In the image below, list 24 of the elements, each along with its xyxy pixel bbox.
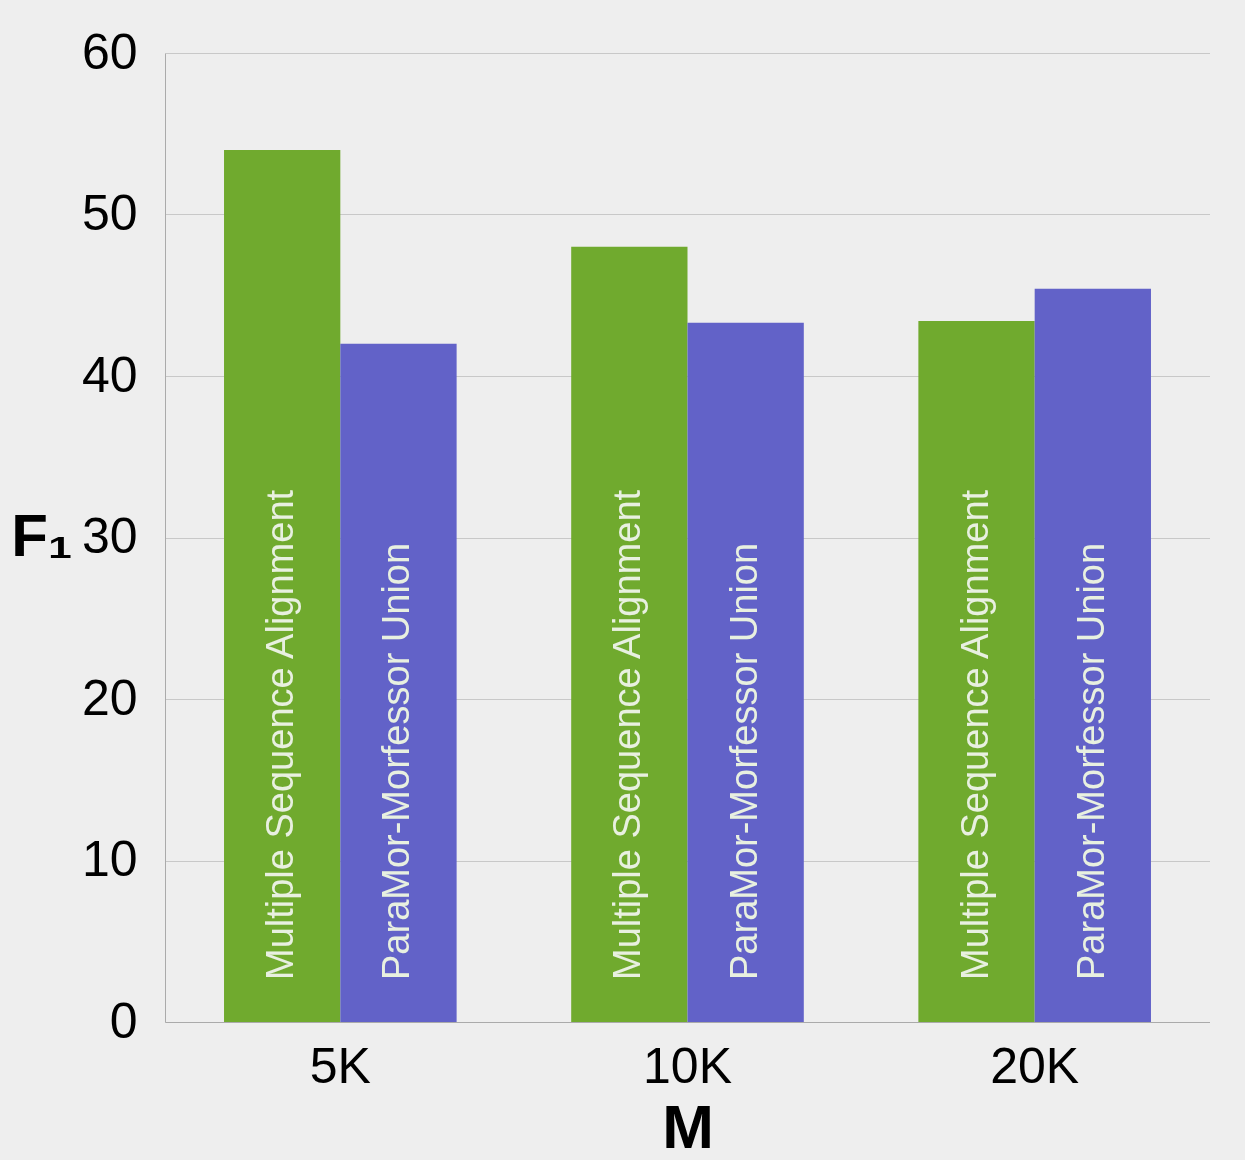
x-axis-title: M	[662, 1091, 714, 1160]
x-tick-label: 20K	[990, 1037, 1080, 1094]
y-tick-label: 60	[81, 23, 138, 80]
y-tick-label: 50	[81, 185, 138, 241]
bar	[224, 149, 341, 1022]
y-axis-title: F₁	[11, 502, 73, 569]
y-tick-label: 40	[81, 346, 138, 403]
y-tick-label: 30	[81, 508, 138, 564]
text: Multiple Sequence Alignment	[259, 489, 302, 980]
bar	[687, 322, 804, 1022]
y-tick-label: 20	[81, 669, 138, 726]
bar	[1034, 288, 1151, 1022]
y-tick-label: 0	[109, 992, 138, 1049]
y-tick-label: 10	[81, 831, 138, 887]
bar	[918, 321, 1035, 1022]
series-label: Multiple Sequence Alignment	[606, 489, 649, 980]
bar	[340, 343, 457, 1022]
series-label: ParaMor-Morfessor Union	[1069, 542, 1112, 980]
x-tick-label: 5K	[309, 1037, 371, 1094]
text: ParaMor-Morfessor Union	[375, 542, 418, 980]
x-tick-label: 10K	[643, 1037, 732, 1094]
text: Multiple Sequence Alignment	[953, 489, 996, 980]
bar	[571, 246, 688, 1022]
text: ParaMor-Morfessor Union	[722, 542, 765, 980]
